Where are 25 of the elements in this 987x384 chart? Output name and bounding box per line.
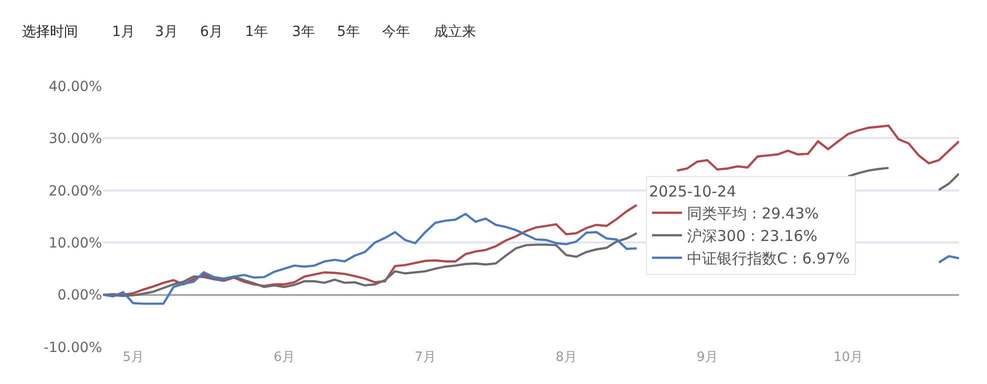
text: 3月 xyxy=(155,24,178,40)
legend-label: 同类平均 : 29.43% xyxy=(687,204,819,223)
y-tick-label: 10.00% xyxy=(48,236,102,252)
x-tick-label: 9月 xyxy=(696,350,718,365)
x-tick-label: 7月 xyxy=(414,350,436,365)
legend-label: 沪深300 : 23.16% xyxy=(687,227,818,246)
y-tick-label: 0.00% xyxy=(58,288,102,304)
x-tick-label: 10月 xyxy=(833,350,863,365)
text: 今年 xyxy=(382,24,410,40)
legend-label: 中证银行指数C : 6.97% xyxy=(687,250,850,268)
x-tick-label: 8月 xyxy=(556,350,577,365)
text: 1月 xyxy=(112,24,135,40)
text: 成立来 xyxy=(434,24,476,40)
y-tick-label: 30.00% xyxy=(48,131,102,148)
x-tick-label: 5月 xyxy=(122,350,144,365)
text: 1年 xyxy=(245,24,268,40)
y-tick-label: 40.00% xyxy=(48,78,102,95)
text: 5年 xyxy=(337,24,360,40)
text: 3年 xyxy=(292,24,315,40)
legend-title: 2025-10-24 xyxy=(649,182,736,200)
text: 选择时间 xyxy=(22,24,78,40)
y-tick-label: 20.00% xyxy=(48,183,102,200)
x-tick-label: 6月 xyxy=(274,350,295,365)
y-tick-label: -10.00% xyxy=(44,340,102,356)
text: 6月 xyxy=(200,24,223,40)
